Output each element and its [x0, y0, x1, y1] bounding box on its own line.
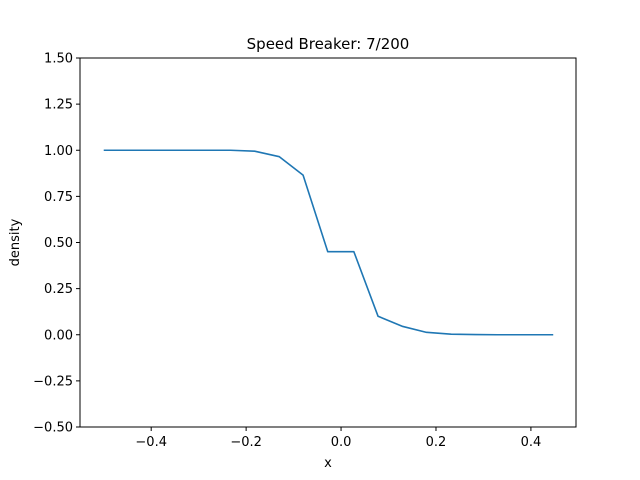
x-tick-label: 0.4 [521, 435, 542, 450]
chart-title: Speed Breaker: 7/200 [247, 35, 410, 53]
x-tick-label: 0.2 [426, 435, 447, 450]
y-tick-label: 0.00 [44, 328, 73, 343]
y-tick-label: −0.25 [33, 374, 73, 389]
y-axis: −0.50 −0.25 0.00 0.25 0.50 0.75 1.00 1.25 1.50 [33, 52, 80, 436]
density-line [103, 149, 554, 336]
y-tick-label: 1.00 [44, 144, 73, 159]
x-tick-label: 0.0 [331, 435, 352, 450]
y-axis-label: density [8, 218, 23, 266]
x-axis-label: x [324, 456, 332, 471]
y-tick-label: 1.50 [44, 52, 73, 67]
x-axis: −0.4 −0.2 0.0 0.2 0.4 [135, 427, 541, 450]
plot-area-frame [79, 57, 577, 428]
x-tick-label: −0.4 [135, 435, 167, 450]
series-group [103, 149, 554, 336]
y-tick-label: 0.50 [44, 236, 73, 251]
x-tick-label: −0.2 [230, 435, 262, 450]
y-tick-label: 0.75 [44, 190, 73, 205]
y-tick-label: 1.25 [44, 98, 73, 113]
y-tick-label: −0.50 [33, 421, 73, 436]
y-tick-label: 0.25 [44, 282, 73, 297]
